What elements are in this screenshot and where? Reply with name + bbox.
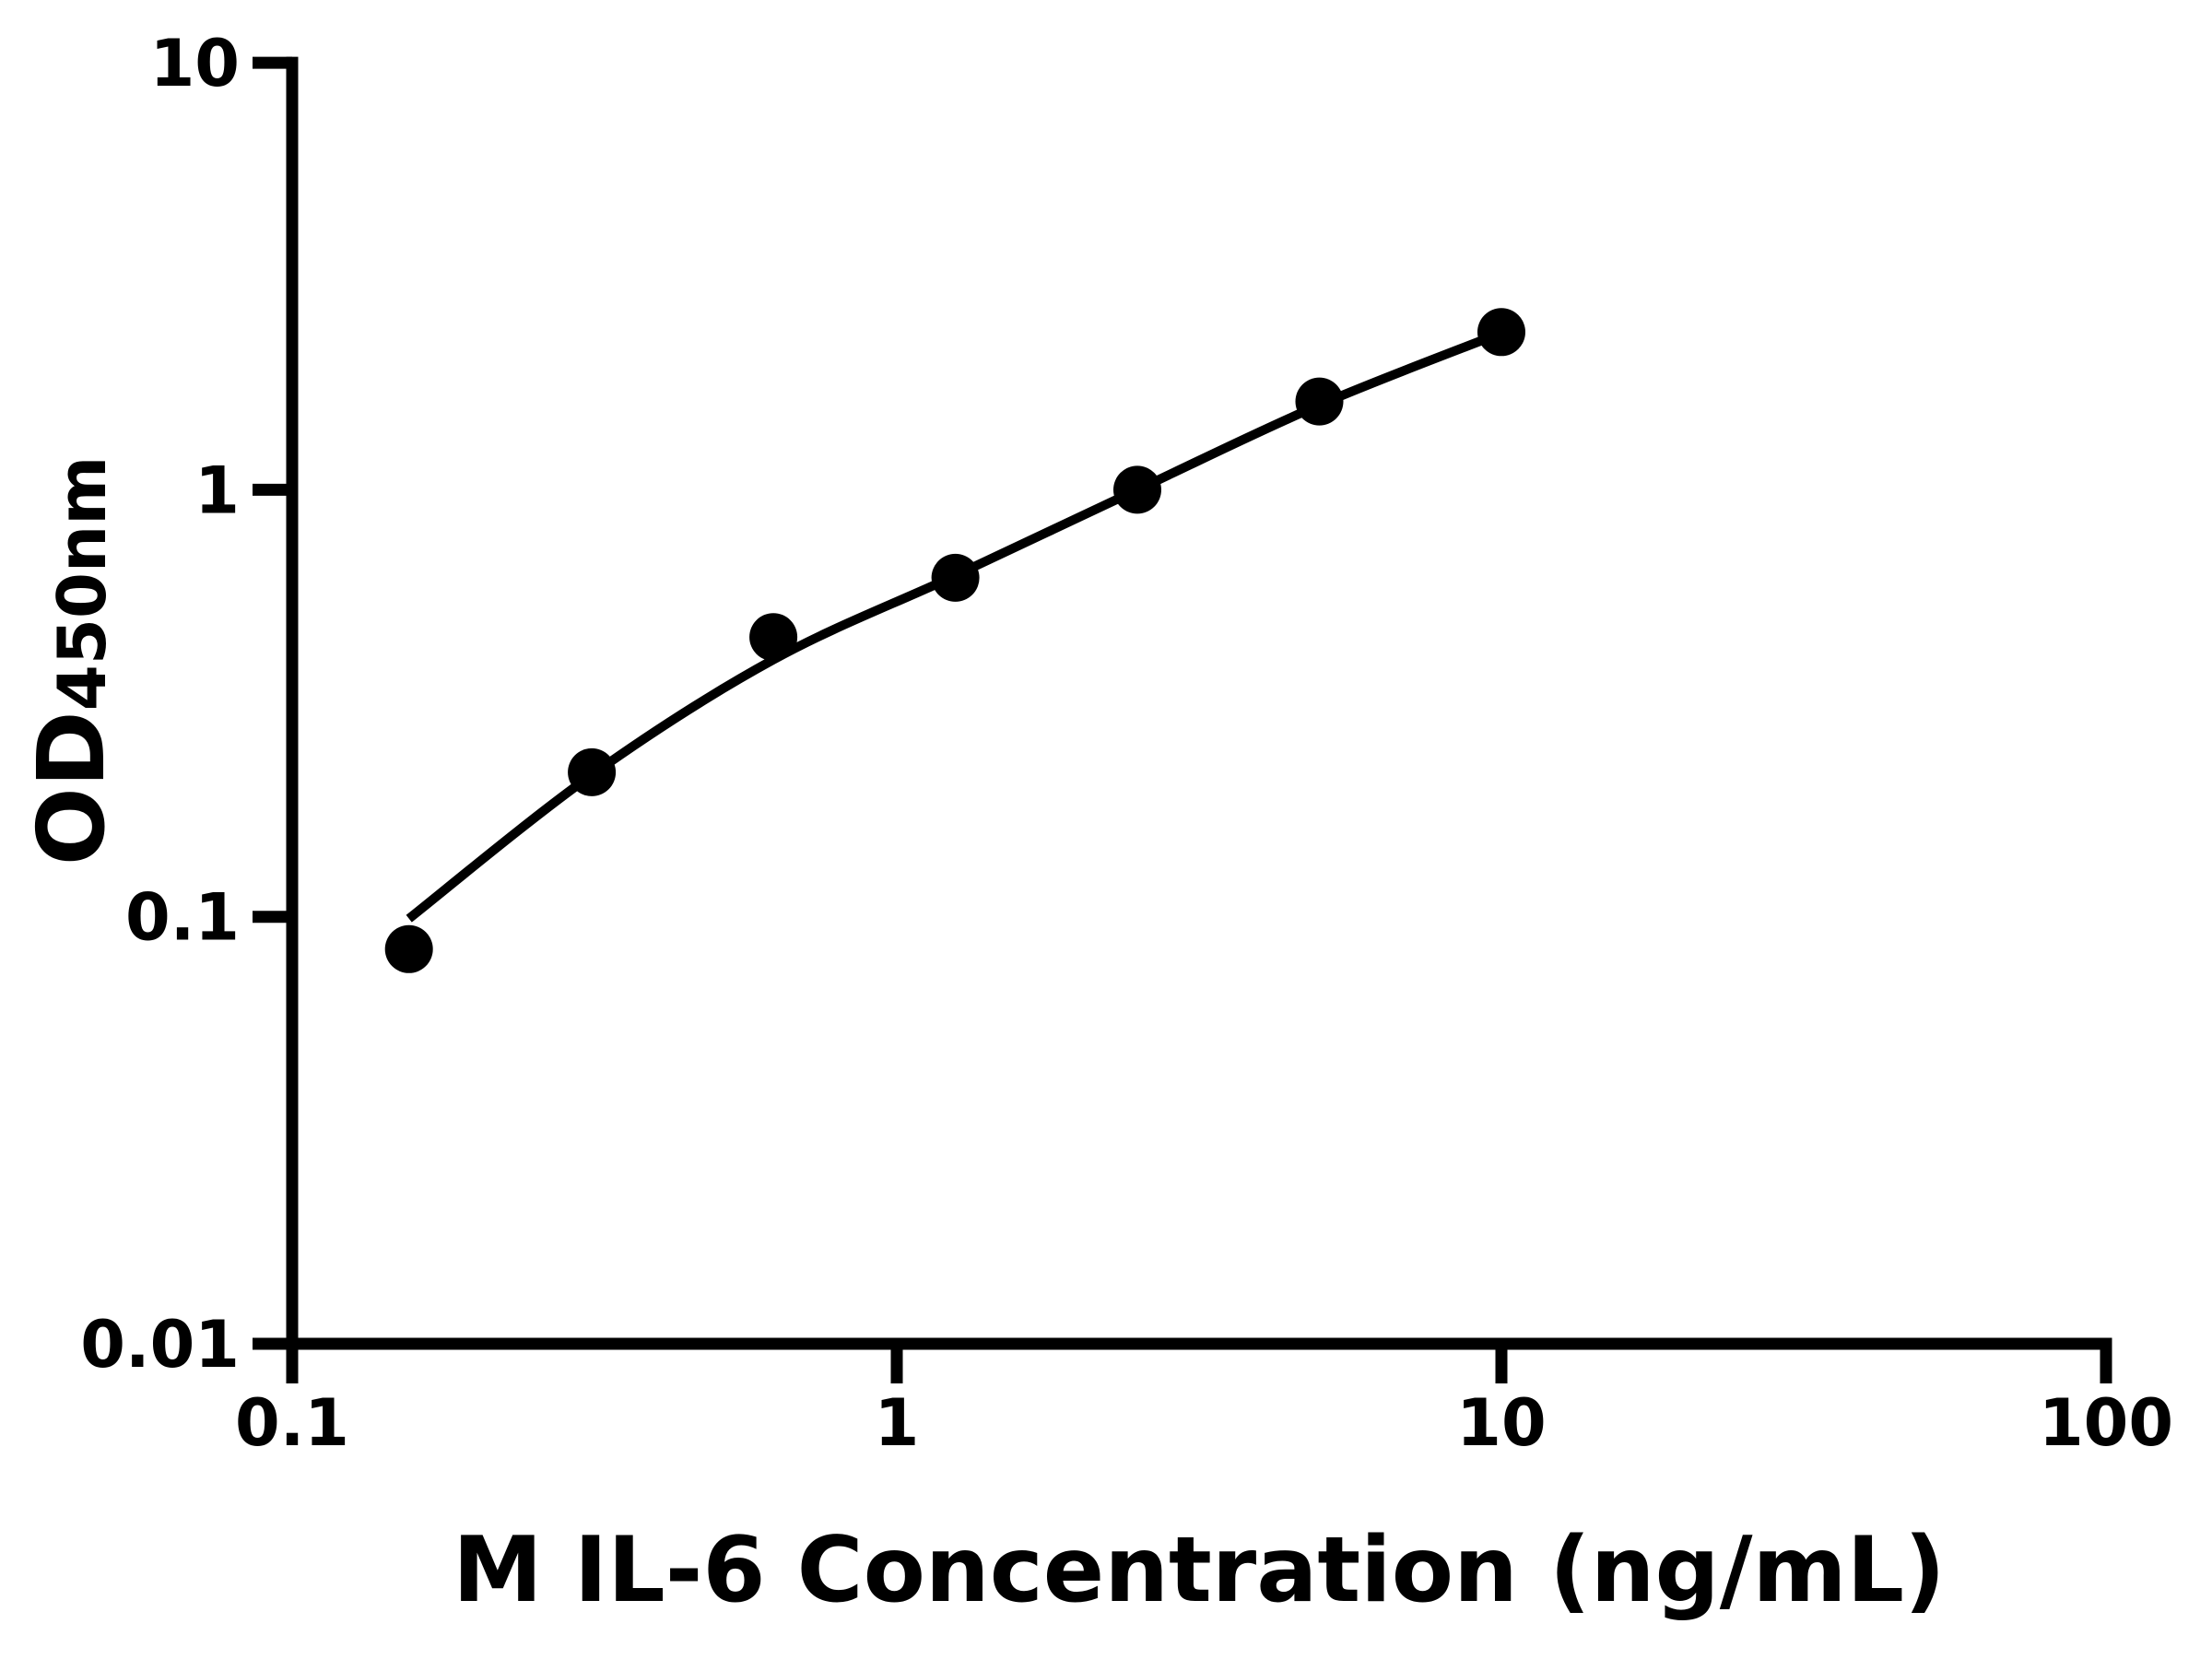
data-point-marker bbox=[1295, 377, 1344, 426]
y-tick-label: 1 bbox=[194, 453, 240, 528]
x-tick-label: 100 bbox=[2039, 1385, 2173, 1461]
data-point-marker bbox=[384, 924, 433, 973]
x-axis-title: M IL-6 Concentration (ng/mL) bbox=[453, 1518, 1946, 1623]
y-axis-title-subscript: 450nm bbox=[43, 456, 121, 712]
data-point-marker bbox=[1477, 308, 1525, 357]
data-point-marker bbox=[749, 613, 798, 662]
x-tick-label: 0.1 bbox=[235, 1385, 349, 1461]
y-tick-label: 0.1 bbox=[125, 880, 240, 956]
fitted-curve-line bbox=[406, 328, 1503, 923]
data-point-marker bbox=[931, 553, 980, 602]
y-tick-label: 10 bbox=[150, 26, 240, 101]
data-point-marker bbox=[568, 747, 617, 796]
data-point-marker bbox=[1113, 465, 1161, 514]
y-axis-title-main: OD bbox=[18, 711, 125, 865]
y-axis-title: OD450nm bbox=[18, 456, 125, 866]
x-tick-label: 10 bbox=[1456, 1385, 1546, 1461]
x-tick-label: 1 bbox=[875, 1385, 920, 1461]
y-tick-label: 0.01 bbox=[80, 1307, 240, 1382]
